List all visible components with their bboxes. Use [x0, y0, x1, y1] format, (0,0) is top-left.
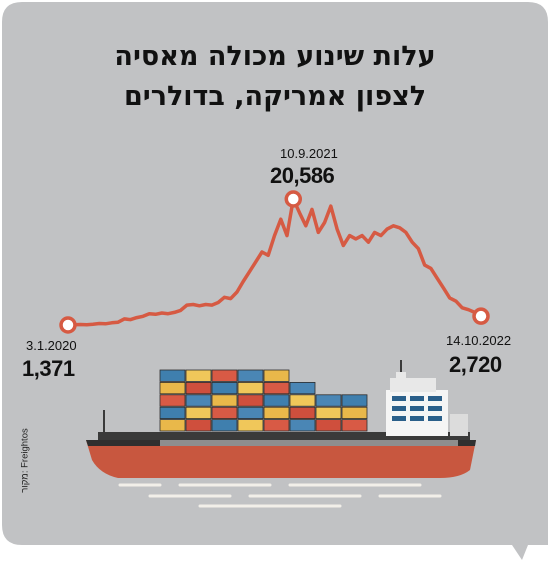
- shipping-container: [185, 369, 212, 382]
- shipping-container: [263, 419, 290, 432]
- shipping-container: [315, 419, 342, 432]
- shipping-container: [185, 406, 212, 420]
- peak-value-label: 20,586: [270, 163, 335, 188]
- shipping-container: [237, 381, 264, 395]
- shipping-container: [211, 369, 238, 382]
- shipping-container: [315, 394, 342, 407]
- start-date-label: 3.1.2020: [26, 338, 77, 353]
- shipping-container: [159, 406, 186, 420]
- shipping-container: [341, 394, 368, 407]
- shipping-container: [289, 381, 316, 395]
- shipping-container: [211, 381, 238, 395]
- shipping-container: [185, 394, 212, 407]
- shipping-container: [315, 406, 342, 420]
- shipping-container: [211, 406, 238, 420]
- shipping-container: [237, 406, 264, 420]
- shipping-container: [289, 406, 316, 420]
- ship-illustration: [86, 360, 476, 508]
- source-credit: מקור: Freightos: [19, 428, 31, 493]
- chart-title: עלות שינוע מכולה מאסיה: [114, 41, 436, 72]
- shipping-container: [185, 419, 212, 432]
- shipping-container: [211, 394, 238, 407]
- shipping-container: [237, 394, 264, 407]
- shipping-container: [263, 369, 290, 382]
- shipping-container: [159, 381, 186, 395]
- peak-date-label: 10.9.2021: [280, 146, 338, 161]
- start-point-marker: [59, 316, 77, 334]
- shipping-container: [185, 381, 212, 395]
- shipping-container: [159, 394, 186, 407]
- price-series-line: [67, 197, 482, 327]
- peak-point-marker: [284, 190, 303, 208]
- shipping-container: [289, 394, 316, 407]
- end-point-marker: [472, 307, 490, 325]
- shipping-container: [237, 419, 264, 432]
- shipping-container: [289, 419, 316, 432]
- shipping-container: [211, 419, 238, 432]
- shipping-container: [341, 419, 368, 432]
- shipping-container: [263, 381, 290, 395]
- start-value-label: 1,371: [22, 356, 75, 381]
- shipping-container: [237, 369, 264, 382]
- end-date-label: 14.10.2022: [446, 333, 512, 348]
- shipping-container: [159, 369, 186, 382]
- price-line-layer: [59, 190, 490, 334]
- end-value-label: 2,720: [449, 352, 502, 377]
- shipping-container: [263, 394, 290, 407]
- shipping-container: [159, 419, 186, 432]
- shipping-container: [263, 406, 290, 420]
- shipping-container: [341, 406, 368, 420]
- chart-subtitle: לצפון אמריקה, בדולרים: [123, 81, 427, 112]
